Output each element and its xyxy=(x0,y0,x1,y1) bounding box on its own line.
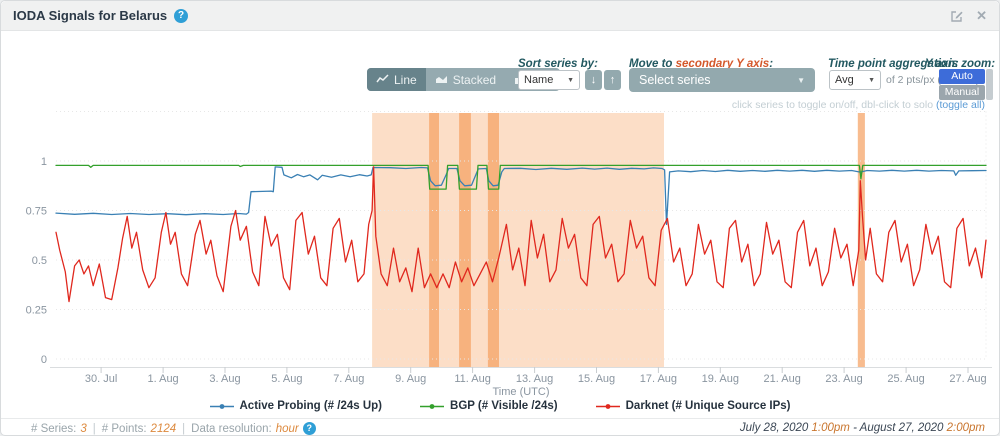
svg-text:9. Aug: 9. Aug xyxy=(395,373,426,385)
toggle-all-link[interactable]: (toggle all) xyxy=(935,99,985,111)
range-start-time: 1:00pm xyxy=(811,422,850,434)
series-count-value: 3 xyxy=(80,422,87,435)
panel-header: IODA Signals for Belarus ? ✕ xyxy=(1,1,999,31)
chart-legend: Active Probing (# /24s Up) BGP (# Visibl… xyxy=(1,400,999,412)
footer-divider xyxy=(1,418,999,419)
svg-text:1. Aug: 1. Aug xyxy=(147,373,178,385)
outage-region xyxy=(429,113,439,367)
y-zoom-manual-button[interactable]: Manual xyxy=(939,85,985,100)
y-zoom-auto-button[interactable]: Auto xyxy=(939,69,985,84)
series-toggle-hint: click series to toggle on/off, dbl-click… xyxy=(731,99,985,111)
points-count-value: 2124 xyxy=(150,422,177,435)
svg-text:30. Jul: 30. Jul xyxy=(85,373,117,385)
stacked-chart-icon xyxy=(435,73,448,87)
series-bgp xyxy=(55,164,987,190)
chevron-down-icon: ▼ xyxy=(567,76,574,84)
svg-text:23. Aug: 23. Aug xyxy=(825,373,862,385)
outage-region xyxy=(459,113,471,367)
help-icon[interactable]: ? xyxy=(302,422,316,435)
line-chart-icon xyxy=(376,73,389,87)
aggregation-label: Time point aggregation: xyxy=(828,58,959,70)
sort-series-select[interactable]: Name ▼ xyxy=(518,70,580,90)
svg-text:15. Aug: 15. Aug xyxy=(578,373,615,385)
legend-item-active-probing[interactable]: Active Probing (# /24s Up) xyxy=(209,400,383,412)
line-chart-button[interactable]: Line xyxy=(367,68,426,91)
close-icon[interactable]: ✕ xyxy=(976,7,987,23)
help-icon[interactable]: ? xyxy=(174,8,189,23)
outage-region xyxy=(857,113,865,367)
select-series-dropdown[interactable]: Select series ▼ xyxy=(629,68,815,92)
range-end-date: August 27, 2020 xyxy=(859,422,947,434)
svg-text:17. Aug: 17. Aug xyxy=(640,373,677,385)
svg-text:25. Aug: 25. Aug xyxy=(887,373,924,385)
svg-text:19. Aug: 19. Aug xyxy=(702,373,739,385)
outage-region xyxy=(372,113,664,367)
range-start-date: July 28, 2020 xyxy=(739,422,812,434)
svg-text:3. Aug: 3. Aug xyxy=(209,373,240,385)
chart-stats: # Series: 3 | # Points: 2124 | Data reso… xyxy=(31,422,316,435)
sort-ascending-button[interactable]: ↑ xyxy=(604,70,621,90)
points-count-label: # Points: xyxy=(101,422,147,435)
legend-item-darknet[interactable]: Darknet (# Unique Source IPs) xyxy=(595,400,791,412)
svg-text:0.5: 0.5 xyxy=(32,255,47,267)
stacked-chart-button[interactable]: Stacked xyxy=(426,68,505,91)
move-to-secondary-label: Move to secondary Y axis: xyxy=(629,58,774,70)
sort-series-label: Sort series by: xyxy=(518,58,598,70)
line-marker-icon xyxy=(420,402,445,411)
sort-descending-button[interactable]: ↓ xyxy=(585,70,602,90)
svg-text:21. Aug: 21. Aug xyxy=(764,373,801,385)
chart-type-group: Line Stacked Bar xyxy=(367,68,560,91)
outage-region xyxy=(487,113,499,367)
edit-icon[interactable] xyxy=(950,9,964,23)
y-zoom-scrollbar[interactable] xyxy=(986,69,993,100)
svg-text:11. Aug: 11. Aug xyxy=(454,373,491,385)
svg-text:0.75: 0.75 xyxy=(26,206,47,218)
resolution-label: Data resolution: xyxy=(191,422,272,435)
series-darknet xyxy=(55,166,987,303)
range-end-time: 2:00pm xyxy=(946,422,985,434)
svg-text:0: 0 xyxy=(41,354,47,366)
svg-text:0.25: 0.25 xyxy=(26,305,47,317)
legend-label: BGP (# Visible /24s) xyxy=(450,400,558,412)
svg-text:1: 1 xyxy=(41,156,47,168)
svg-text:Time (UTC): Time (UTC) xyxy=(492,386,549,398)
legend-label: Active Probing (# /24s Up) xyxy=(239,400,383,412)
y-axis-zoom-label: Y axis zoom: xyxy=(925,58,996,70)
line-marker-icon xyxy=(209,402,234,411)
legend-item-bgp[interactable]: BGP (# Visible /24s) xyxy=(420,400,558,412)
resolution-value: hour xyxy=(275,422,299,435)
svg-text:7. Aug: 7. Aug xyxy=(333,373,364,385)
chevron-down-icon: ▼ xyxy=(797,75,805,85)
series-count-label: # Series: xyxy=(31,422,77,435)
svg-text:13. Aug: 13. Aug xyxy=(516,373,553,385)
panel-title: IODA Signals for Belarus xyxy=(13,8,168,23)
date-range: July 28, 2020 1:00pm - August 27, 2020 2… xyxy=(739,422,985,434)
legend-label: Darknet (# Unique Source IPs) xyxy=(625,400,791,412)
line-marker-icon xyxy=(595,402,620,411)
aggregation-select[interactable]: Avg ▼ xyxy=(829,70,881,90)
chevron-down-icon: ▼ xyxy=(868,76,875,84)
svg-text:27. Aug: 27. Aug xyxy=(949,373,986,385)
svg-text:5. Aug: 5. Aug xyxy=(271,373,302,385)
